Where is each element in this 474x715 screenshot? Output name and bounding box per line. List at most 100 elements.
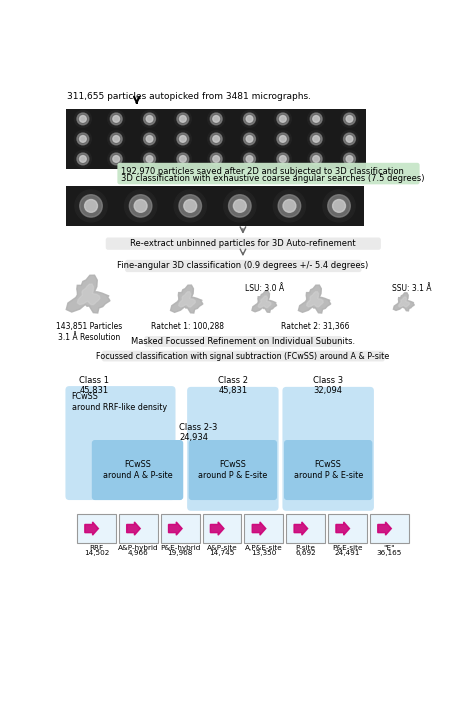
Text: 19,968: 19,968 xyxy=(167,550,193,556)
FancyBboxPatch shape xyxy=(102,350,385,362)
Text: 13,350: 13,350 xyxy=(251,550,276,556)
Circle shape xyxy=(134,199,147,212)
Circle shape xyxy=(277,113,289,125)
Circle shape xyxy=(144,113,155,125)
Text: Fine-angular 3D classification (0.9 degrees +/- 5.4 degrees): Fine-angular 3D classification (0.9 degr… xyxy=(117,262,369,270)
Circle shape xyxy=(280,116,286,122)
Circle shape xyxy=(174,131,191,147)
Circle shape xyxy=(146,116,153,122)
Polygon shape xyxy=(171,285,203,313)
Text: Ratchet 2: 31,366: Ratchet 2: 31,366 xyxy=(281,322,349,331)
FancyBboxPatch shape xyxy=(65,386,175,500)
Circle shape xyxy=(228,194,251,217)
Circle shape xyxy=(310,153,322,165)
Circle shape xyxy=(208,131,225,147)
Bar xyxy=(66,186,364,226)
Bar xyxy=(119,514,158,543)
Text: 36,165: 36,165 xyxy=(377,550,402,556)
Circle shape xyxy=(323,190,355,222)
Text: FCwSS
around RRF-like density: FCwSS around RRF-like density xyxy=(72,393,167,413)
FancyBboxPatch shape xyxy=(92,440,183,500)
Polygon shape xyxy=(399,297,410,307)
Circle shape xyxy=(241,131,258,147)
Circle shape xyxy=(110,153,122,165)
Circle shape xyxy=(273,190,306,222)
FancyBboxPatch shape xyxy=(189,440,277,500)
Text: FCwSS
around P & E-site: FCwSS around P & E-site xyxy=(198,460,267,480)
Circle shape xyxy=(274,111,292,127)
Circle shape xyxy=(141,131,158,147)
Circle shape xyxy=(213,116,219,122)
Circle shape xyxy=(233,199,246,212)
FancyBboxPatch shape xyxy=(283,387,374,511)
Circle shape xyxy=(246,156,253,162)
Circle shape xyxy=(213,136,219,142)
Circle shape xyxy=(129,194,152,217)
Circle shape xyxy=(180,116,186,122)
Polygon shape xyxy=(66,275,110,313)
Text: P&E-hybrid: P&E-hybrid xyxy=(160,545,201,551)
Text: P-site: P-site xyxy=(296,545,316,551)
Text: FCwSS
around A & P-site: FCwSS around A & P-site xyxy=(103,460,173,480)
FancyArrow shape xyxy=(336,522,349,535)
Circle shape xyxy=(341,151,358,167)
Circle shape xyxy=(344,113,356,125)
Circle shape xyxy=(346,136,353,142)
FancyBboxPatch shape xyxy=(106,237,381,250)
Polygon shape xyxy=(77,284,100,305)
Polygon shape xyxy=(179,292,195,307)
Circle shape xyxy=(125,190,157,222)
Circle shape xyxy=(341,111,358,127)
Circle shape xyxy=(113,156,119,162)
FancyBboxPatch shape xyxy=(125,260,362,272)
Circle shape xyxy=(213,156,219,162)
Circle shape xyxy=(313,156,319,162)
Circle shape xyxy=(277,133,289,145)
Text: RRF: RRF xyxy=(90,545,103,551)
Circle shape xyxy=(313,136,319,142)
Text: LSU: 3.0 Å: LSU: 3.0 Å xyxy=(245,284,284,292)
Circle shape xyxy=(274,151,292,167)
Circle shape xyxy=(80,156,86,162)
Bar xyxy=(328,514,367,543)
Circle shape xyxy=(346,116,353,122)
Text: 143,851 Particles
3.1 Å Resolution: 143,851 Particles 3.1 Å Resolution xyxy=(55,322,122,342)
Circle shape xyxy=(308,111,325,127)
Polygon shape xyxy=(299,285,331,313)
Circle shape xyxy=(244,113,255,125)
Circle shape xyxy=(274,131,292,147)
Circle shape xyxy=(328,194,350,217)
Text: Class 1
45,831: Class 1 45,831 xyxy=(80,376,109,395)
Circle shape xyxy=(77,113,89,125)
Circle shape xyxy=(310,113,322,125)
Circle shape xyxy=(108,111,125,127)
Circle shape xyxy=(208,151,225,167)
Polygon shape xyxy=(393,292,414,311)
Polygon shape xyxy=(258,296,271,307)
Circle shape xyxy=(174,151,191,167)
FancyArrow shape xyxy=(210,522,224,535)
Circle shape xyxy=(246,136,253,142)
FancyArrow shape xyxy=(85,522,99,535)
FancyArrow shape xyxy=(252,522,266,535)
Circle shape xyxy=(308,131,325,147)
Text: Masked Focussed Refinement on Individual Subunits.: Masked Focussed Refinement on Individual… xyxy=(131,337,355,346)
FancyBboxPatch shape xyxy=(284,440,373,500)
Circle shape xyxy=(144,153,155,165)
Text: Re-extract unbinned particles for 3D Auto-refinement: Re-extract unbinned particles for 3D Aut… xyxy=(130,239,356,248)
Text: Ratchet 1: 100,288: Ratchet 1: 100,288 xyxy=(151,322,224,331)
Circle shape xyxy=(180,156,186,162)
Circle shape xyxy=(313,116,319,122)
Circle shape xyxy=(108,131,125,147)
Bar xyxy=(66,109,366,169)
Circle shape xyxy=(224,190,256,222)
Text: "E": "E" xyxy=(383,545,395,551)
Circle shape xyxy=(80,136,86,142)
Text: 14,745: 14,745 xyxy=(210,550,235,556)
Text: FCwSS
around P & E-site: FCwSS around P & E-site xyxy=(293,460,363,480)
Circle shape xyxy=(346,156,353,162)
Circle shape xyxy=(280,136,286,142)
FancyArrow shape xyxy=(294,522,308,535)
FancyArrow shape xyxy=(169,522,182,535)
Circle shape xyxy=(77,153,89,165)
